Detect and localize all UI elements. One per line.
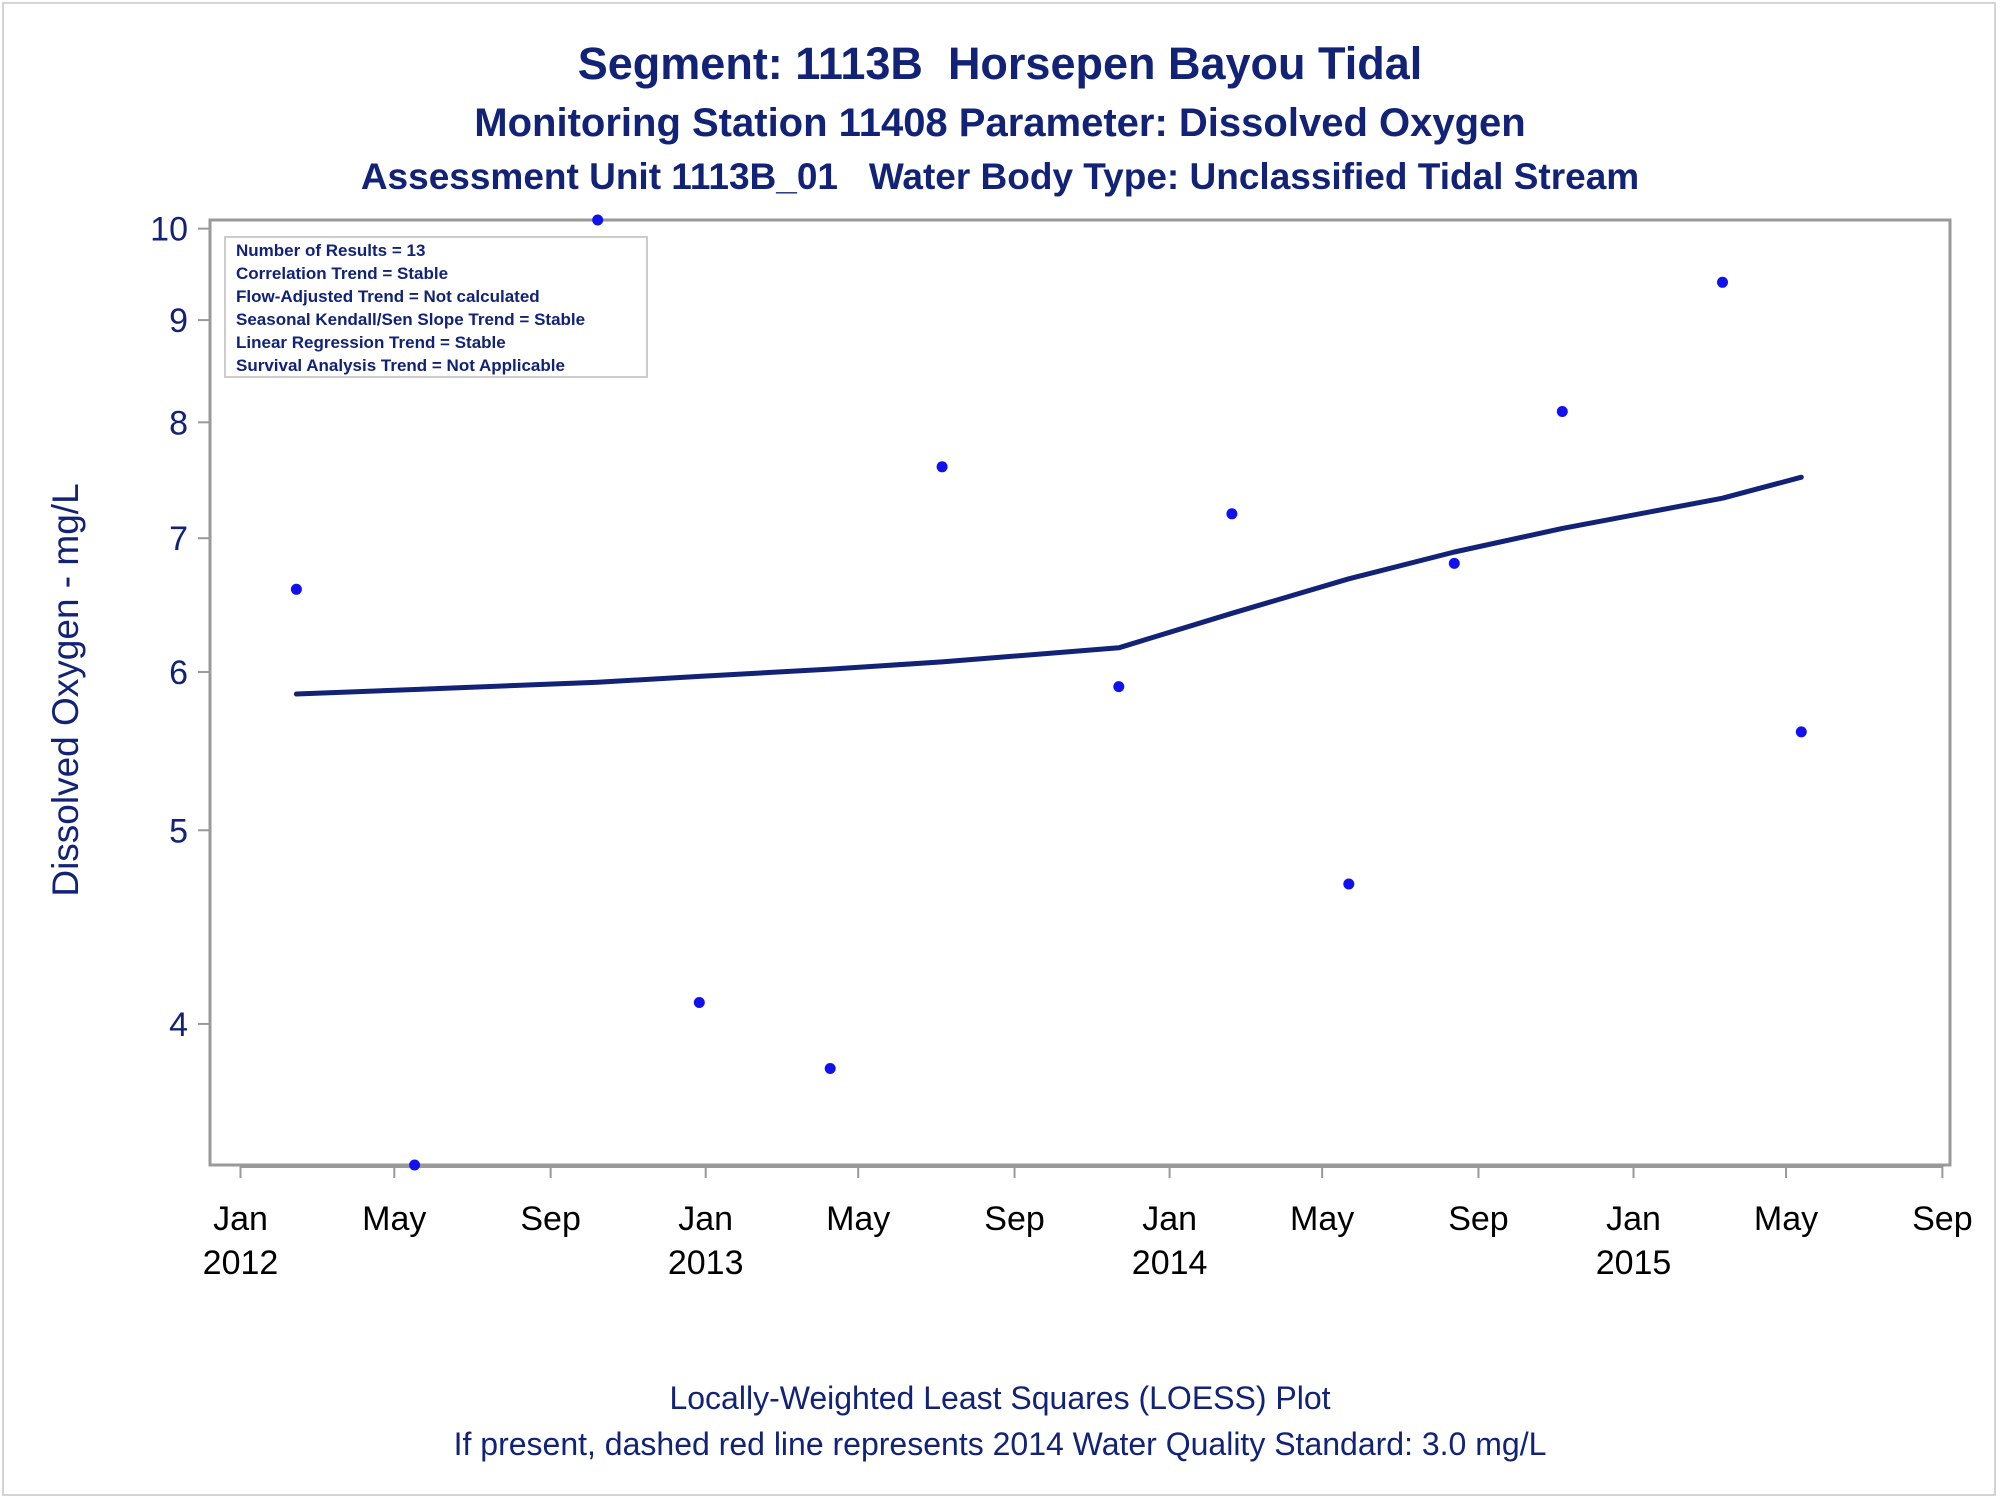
data-point [936,461,948,473]
data-point [1717,276,1728,288]
x-tick-year-label: 2013 [668,1244,744,1282]
data-point [1556,406,1568,417]
y-tick-label: 5 [169,812,188,850]
x-tick-year-label: 2012 [203,1244,279,1282]
data-point [1343,878,1355,890]
y-tick-label: 10 [150,211,188,249]
x-tick-month-label: Jan [213,1200,268,1238]
annotation-linear-regression-trend: Linear Regression Trend = Stable [236,333,506,352]
y-axis-label: Dissolved Oxygen - mg/L [45,483,86,896]
data-point [1226,508,1238,520]
x-tick-year-label: 2014 [1132,1244,1208,1282]
chart-subtitle-station: Monitoring Station 11408 Parameter: Diss… [474,101,1526,145]
data-points-group [290,214,1807,1171]
data-point [290,583,302,595]
footnote-loess: Locally-Weighted Least Squares (LOESS) P… [669,1380,1331,1416]
x-tick-month-label: May [1290,1200,1354,1238]
x-tick-month-label: May [1754,1200,1818,1238]
x-tick-month-label: Sep [1912,1200,1973,1238]
data-point [592,214,604,226]
y-tick-label: 9 [169,302,188,340]
data-point [1113,681,1125,693]
x-tick-month-label: Sep [520,1200,581,1238]
x-tick-month-label: Jan [1142,1200,1197,1238]
annotation-seasonal-kendall-trend: Seasonal Kendall/Sen Slope Trend = Stabl… [236,310,585,329]
annotation-survival-analysis-trend: Survival Analysis Trend = Not Applicable [236,356,565,375]
data-point [1795,726,1807,738]
y-tick-label: 4 [169,1006,188,1044]
annotation-correlation-trend: Correlation Trend = Stable [236,264,448,283]
chart-subtitle-assessment: Assessment Unit 1113B_01 Water Body Type… [360,156,1640,197]
loess-line [293,474,1804,697]
annotation-number-of-results: Number of Results = 13 [236,241,425,260]
annotation-flow-adjusted-trend: Flow-Adjusted Trend = Not calculated [236,287,540,306]
y-axis: 4 5 6 7 8 9 10 [150,211,210,1044]
data-point [409,1159,421,1171]
annotation-border [224,236,648,378]
data-point [1448,557,1460,569]
plot-area [208,218,1952,1167]
chart-title: Segment: 1113B Horsepen Bayou Tidal [577,38,1423,89]
x-tick-year-label: 2015 [1596,1244,1672,1282]
annotation-box: Number of Results = 13 Correlation Trend… [224,236,648,378]
y-tick-label: 7 [169,520,188,558]
x-tick-month-label: May [826,1200,890,1238]
x-tick-month-label: Sep [984,1200,1045,1238]
x-tick-month-label: May [362,1200,426,1238]
footnote-standard: If present, dashed red line represents 2… [453,1426,1547,1462]
x-tick-month-label: Jan [678,1200,733,1238]
data-point [693,997,705,1008]
x-tick-month-label: Sep [1448,1200,1509,1238]
x-axis: Jan 2012 May Sep Jan 2013 May Sep Jan 2014 May Sep J… [203,1165,1973,1282]
x-tick-month-label: Jan [1606,1200,1661,1238]
y-tick-label: 8 [169,404,188,442]
data-point [824,1063,836,1074]
y-tick-label: 6 [169,654,188,692]
loess-line-group [293,474,1804,697]
